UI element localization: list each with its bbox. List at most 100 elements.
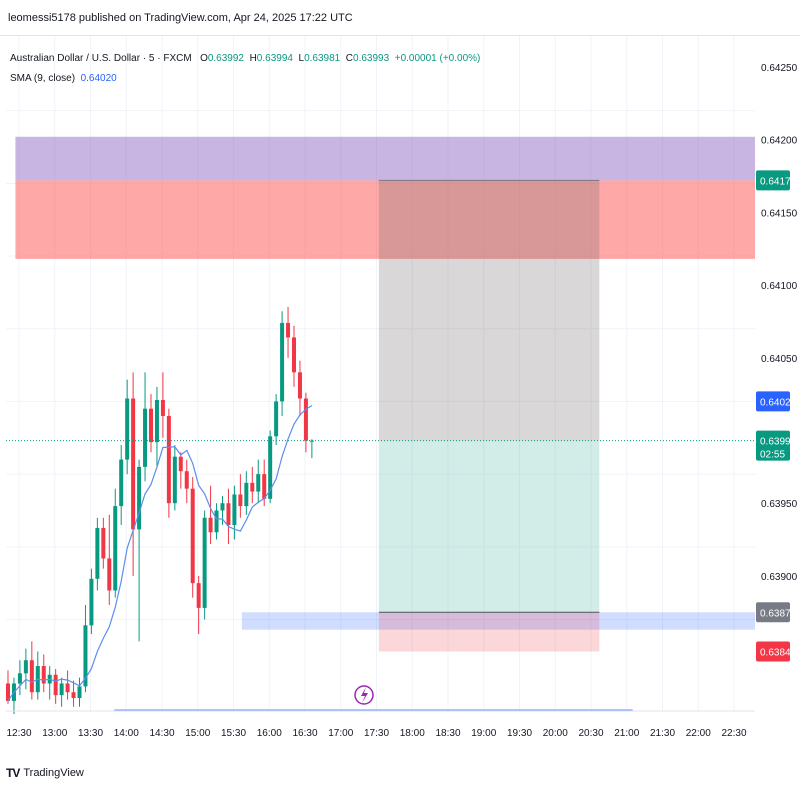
y-tick-label: 0.63900	[761, 572, 798, 583]
candle-body[interactable]	[71, 692, 76, 699]
candle-body[interactable]	[95, 527, 100, 579]
y-tick-label: 0.64200	[761, 136, 798, 147]
x-tick-label: 15:30	[221, 728, 246, 739]
high-value: 0.63994	[256, 53, 293, 64]
x-tick-label: 14:30	[149, 728, 174, 739]
candle-body[interactable]	[297, 372, 302, 399]
candle-body[interactable]	[238, 494, 243, 507]
candle-body[interactable]	[208, 517, 213, 533]
candle-body[interactable]	[286, 322, 291, 338]
candle-body[interactable]	[220, 503, 225, 511]
low-value: 0.63981	[304, 53, 341, 64]
candle-body[interactable]	[143, 408, 148, 467]
price-label-badge	[756, 602, 790, 623]
candle-body[interactable]	[41, 666, 46, 684]
symbol-name[interactable]: Australian Dollar / U.S. Dollar · 5 · FX…	[10, 53, 192, 64]
open-label: O	[200, 53, 208, 64]
candle-body[interactable]	[160, 399, 165, 416]
zone-resistance_purple[interactable]	[15, 136, 756, 181]
candle-body[interactable]	[256, 474, 261, 492]
candle-body[interactable]	[29, 660, 34, 693]
lightning-glyph	[361, 687, 368, 703]
candle-body[interactable]	[53, 674, 58, 696]
candle-body[interactable]	[6, 683, 10, 701]
candle-body[interactable]	[226, 503, 231, 526]
candle-body[interactable]	[125, 398, 130, 460]
sma-line[interactable]	[7, 404, 313, 702]
price-label-badge	[756, 641, 790, 662]
x-tick-label: 13:30	[78, 728, 103, 739]
x-tick-label: 12:30	[6, 728, 31, 739]
candle-body[interactable]	[292, 337, 296, 373]
candle-body[interactable]	[190, 488, 195, 584]
change-value: +0.00001 (+0.00%)	[394, 53, 481, 64]
candle-body[interactable]	[244, 482, 249, 507]
price-label-text: 0.64172	[760, 176, 797, 187]
candle-body[interactable]	[250, 482, 255, 492]
candle-body[interactable]	[214, 510, 219, 533]
candle-body[interactable]	[262, 474, 267, 499]
x-tick-label: 19:00	[471, 728, 496, 739]
candle-body[interactable]	[17, 673, 22, 684]
candle-body[interactable]	[309, 440, 314, 442]
close-label: C	[345, 53, 354, 64]
candle-body[interactable]	[184, 471, 189, 489]
candle-body[interactable]	[65, 683, 70, 693]
candle-body[interactable]	[101, 527, 106, 559]
candle-body[interactable]	[303, 398, 308, 441]
sma-row: SMA (9, close) 0.64020	[10, 72, 480, 85]
x-tick-label: 17:00	[328, 728, 353, 739]
x-tick-label: 17:30	[364, 728, 389, 739]
price-label-text: 0.64020	[760, 397, 797, 408]
zone-demand[interactable]	[241, 612, 755, 630]
zone-position_profit[interactable]	[378, 440, 600, 613]
published-caption: leomessi5178 published on TradingView.co…	[8, 12, 353, 24]
price-axis[interactable]	[755, 36, 800, 711]
candle-body[interactable]	[89, 578, 94, 626]
candle-body[interactable]	[119, 459, 124, 507]
price-label-badge	[756, 430, 790, 461]
candle-body[interactable]	[274, 401, 279, 437]
countdown-text: 02:55	[760, 450, 785, 461]
candle-body[interactable]	[59, 683, 64, 696]
candle-body[interactable]	[202, 517, 207, 608]
zone-resistance_red[interactable]	[15, 180, 756, 259]
candle-body[interactable]	[107, 558, 112, 591]
x-tick-label: 22:00	[686, 728, 711, 739]
y-tick-label: 0.63950	[761, 499, 798, 510]
sma-label[interactable]: SMA (9, close)	[10, 73, 76, 84]
zone-position_loss[interactable]	[378, 180, 600, 441]
close-value: 0.63993	[353, 53, 390, 64]
footer: TV TradingView	[6, 766, 84, 780]
open-value: 0.63992	[207, 53, 244, 64]
x-tick-label: 21:30	[650, 728, 675, 739]
price-chart[interactable]: 0.64250 0.64200 0.64150 0.64100 0.64050 0.639…	[0, 36, 800, 766]
candle-body[interactable]	[83, 625, 88, 687]
candle-body[interactable]	[178, 456, 183, 472]
sma-value: 0.64020	[80, 73, 117, 84]
candle-body[interactable]	[196, 583, 201, 608]
candle-body[interactable]	[131, 398, 136, 530]
y-tick-label: 0.64250	[761, 63, 798, 74]
high-label: H	[249, 53, 257, 64]
x-tick-label: 20:00	[543, 728, 568, 739]
candle-body[interactable]	[137, 466, 142, 530]
y-tick-label: 0.64150	[761, 208, 798, 219]
x-tick-label: 15:00	[185, 728, 210, 739]
candle-body[interactable]	[23, 660, 28, 674]
price-label-text: 0.63875	[760, 608, 797, 619]
ohlc-row: Australian Dollar / U.S. Dollar · 5 · FX…	[10, 52, 480, 65]
candle-body[interactable]	[232, 494, 237, 526]
x-tick-label: 13:00	[42, 728, 67, 739]
candle-body[interactable]	[149, 408, 153, 443]
candle-body[interactable]	[113, 506, 118, 591]
candle-body[interactable]	[154, 399, 159, 443]
x-tick-label: 22:30	[721, 728, 746, 739]
candle-body[interactable]	[268, 436, 273, 499]
candle-body[interactable]	[77, 686, 82, 699]
candle-body[interactable]	[166, 415, 171, 504]
zone-position_stop[interactable]	[378, 612, 600, 652]
tradingview-logo-icon: TV	[6, 766, 20, 780]
candle-body[interactable]	[172, 456, 177, 504]
candle-body[interactable]	[280, 322, 285, 402]
